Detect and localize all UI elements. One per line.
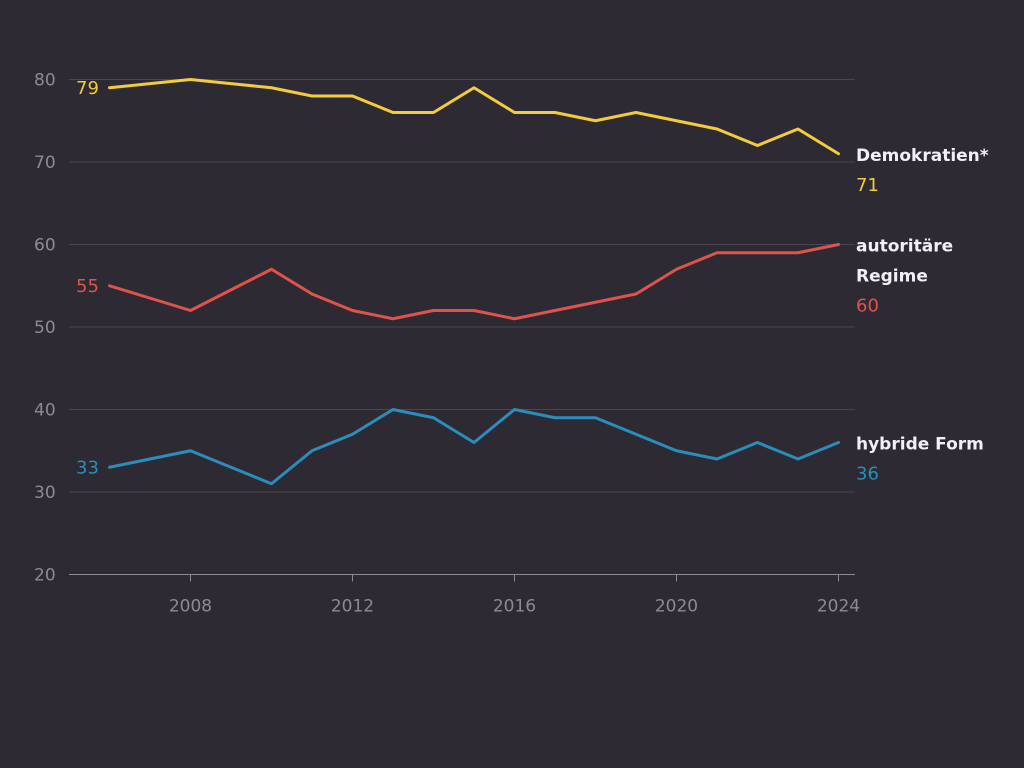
gridlines: 20 30 40 50 60 70 80	[34, 71, 855, 586]
series-lines	[108, 78, 840, 486]
y-tick-label: 70	[34, 153, 56, 173]
series-line-1	[108, 243, 840, 321]
y-tick-label: 40	[34, 401, 56, 421]
x-tick-label: 2012	[331, 597, 374, 617]
x-tick-label: 2016	[493, 597, 536, 617]
start-value-label: 55	[76, 276, 99, 297]
end-value-label: 60	[856, 296, 879, 317]
series-line-2	[108, 408, 840, 486]
start-value-label: 33	[76, 457, 99, 478]
y-tick-label: 20	[34, 566, 56, 586]
x-tick-label: 2020	[655, 597, 698, 617]
y-tick-label: 80	[34, 71, 56, 91]
end-value-label: 71	[856, 175, 879, 196]
series-labels: 79 Demokratien* 71 55 autoritäre Regime 60 33 hy…	[76, 78, 989, 485]
y-tick-label: 50	[34, 318, 56, 338]
x-axis: 2008 2012 2016 2020 2024	[69, 574, 860, 617]
series-line-0	[108, 78, 840, 156]
x-tick-label: 2008	[169, 597, 212, 617]
y-tick-label: 30	[34, 483, 56, 503]
series-name-label: autoritäre	[856, 237, 953, 257]
series-name-label: Demokratien*	[856, 146, 989, 166]
end-value-label: 36	[856, 464, 879, 485]
series-name-label: hybride Form	[856, 435, 984, 455]
series-name-label: Regime	[856, 267, 928, 287]
y-tick-label: 60	[34, 236, 56, 256]
start-value-label: 79	[76, 78, 99, 99]
x-tick-label: 2024	[817, 597, 860, 617]
